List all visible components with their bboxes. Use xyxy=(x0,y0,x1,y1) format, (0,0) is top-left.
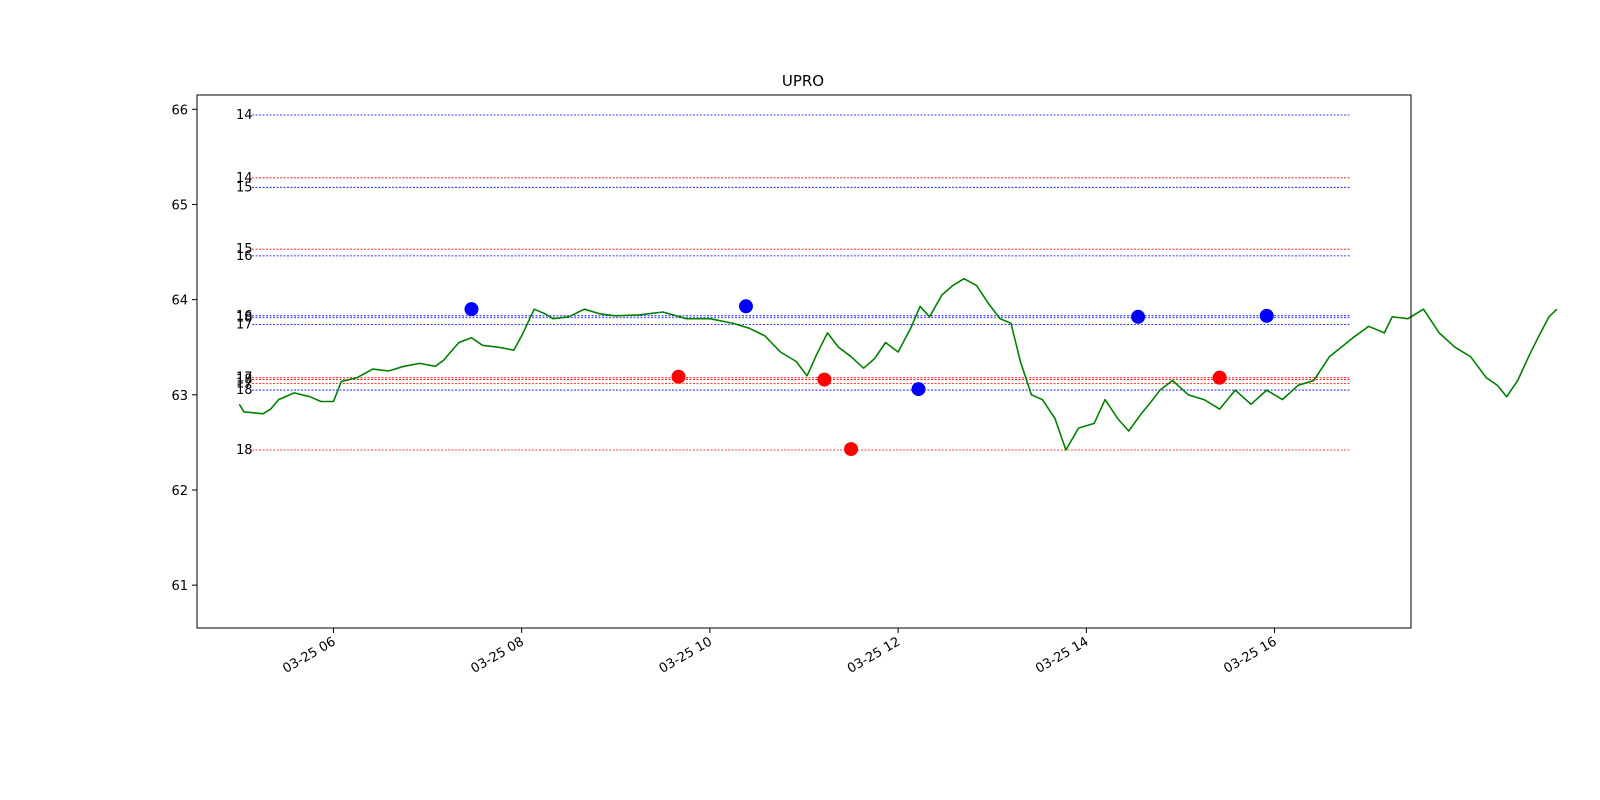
y-tick-label: 65 xyxy=(171,198,188,213)
y-tick-label: 62 xyxy=(171,484,188,499)
buy-marker xyxy=(738,299,753,314)
signal-markers xyxy=(464,299,1274,457)
level-label: 18 xyxy=(236,373,253,388)
price-series xyxy=(238,277,1558,451)
buy-marker xyxy=(464,302,479,317)
level-label: 16 xyxy=(236,309,253,324)
y-tick-label: 66 xyxy=(171,103,188,118)
level-label: 18 xyxy=(236,311,253,326)
buy-marker xyxy=(1131,309,1146,324)
level-label: 16 xyxy=(236,249,253,264)
buy-marker xyxy=(1259,308,1274,323)
level-label: 17 xyxy=(236,371,253,386)
y-tick-label: 61 xyxy=(171,579,188,594)
level-label: 15 xyxy=(236,242,253,257)
y-tick-label: 64 xyxy=(171,294,188,309)
level-label: 18 xyxy=(236,383,253,398)
chart-title: UPRO xyxy=(782,72,824,90)
level-label: 17 xyxy=(236,317,253,332)
level-label: 17 xyxy=(236,376,253,391)
series-line xyxy=(238,277,1558,451)
level-label: 14 xyxy=(236,171,253,186)
level-label: 14 xyxy=(236,108,253,123)
sell-marker xyxy=(817,372,832,387)
plot-frame xyxy=(196,94,1412,629)
level-label: 18 xyxy=(236,443,253,458)
y-tick-label: 63 xyxy=(171,389,188,404)
sell-marker xyxy=(671,369,686,384)
buy-marker xyxy=(911,382,926,397)
sell-marker xyxy=(844,442,859,457)
level-label: 15 xyxy=(236,180,253,195)
y-axis: 61 62 63 64 65 66 xyxy=(171,103,197,594)
sell-marker xyxy=(1212,370,1227,385)
